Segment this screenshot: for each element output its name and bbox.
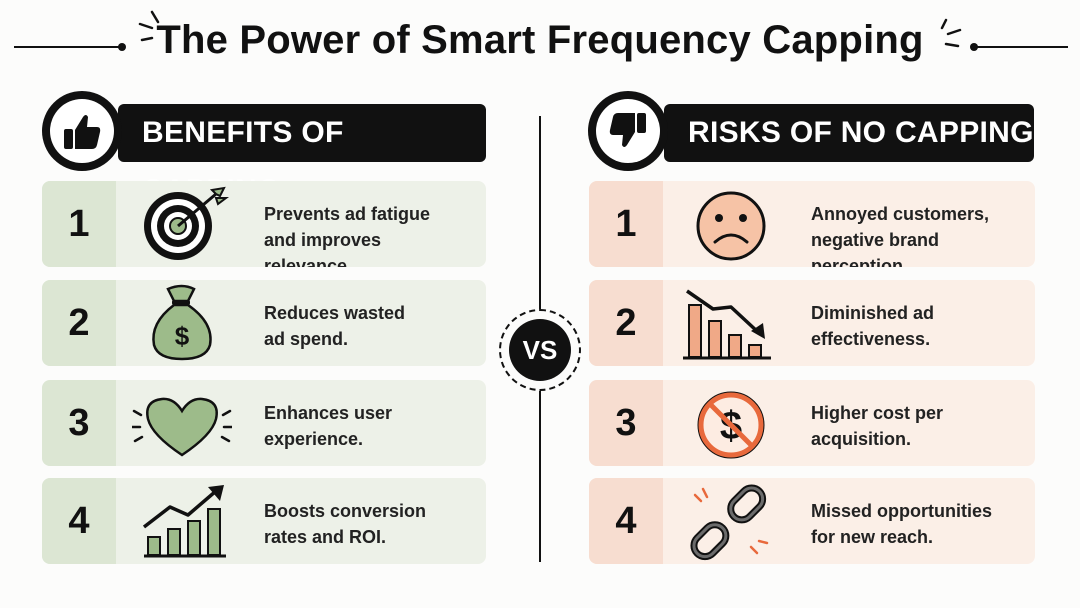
money-bag-icon: $ [152,284,212,361]
benefit-text: Reduces wasted ad spend. [264,303,406,349]
page-title: The Power of Smart Frequency Capping [156,18,924,62]
benefit-number: 2 [42,280,116,366]
thumbs-down-icon [609,113,646,147]
risk-card-4: 4 Missed opportunities for new reach. [589,478,1035,564]
benefit-text: Boosts conversion rates and ROI. [264,501,427,547]
broken-link-icon [690,484,769,561]
benefit-card-2: 2 $ Reduces wasted ad spend. [42,280,486,366]
heart-icon [132,397,232,457]
risk-card-3: 3 $ Higher cost per acquisition. [589,380,1035,466]
benefit-number: 3 [42,380,116,466]
vs-badge: VS [499,309,581,391]
benefits-header: BENEFITS OF CAPPING [118,104,486,207]
risk-number: 3 [589,380,663,466]
risk-text: Missed opportunities for new reach. [811,501,993,547]
title-left-dot [118,43,126,51]
no-dollar-icon: $ [697,391,765,459]
left-sparkle-icon [138,10,160,42]
risk-card-1: 1 Annoyed customers, negative brand perc… [589,181,1035,267]
risk-text: Diminished ad effectiveness. [811,303,935,349]
risk-card-2: 2 Diminished ad effectiveness. [589,280,1035,366]
risks-header-badge [588,91,668,171]
vs-label: VS [509,319,571,381]
title-right-dot [970,43,978,51]
risks-header: RISKS OF NO CAPPING [664,104,1034,162]
benefit-card-3: 3 Enhances user experience. [42,380,486,466]
right-sparkle-icon [940,18,962,48]
risk-number: 2 [589,280,663,366]
benefit-number: 1 [42,181,116,267]
benefit-number: 4 [42,478,116,564]
growth-chart-icon [142,485,226,558]
thumbs-up-icon [64,115,101,149]
risks-header-label: RISKS OF NO CAPPING [688,116,1034,149]
risk-number: 1 [589,181,663,267]
risk-text: Higher cost per acquisition. [811,403,944,449]
risk-number: 4 [589,478,663,564]
benefit-card-4: 4 Boosts conversion rates and ROI. [42,478,486,564]
risk-text: Annoyed customers, negative brand percep… [811,204,990,267]
benefit-text: Enhances user experience. [264,403,393,449]
benefits-header-badge [42,91,122,171]
svg-text:$: $ [175,321,190,351]
title-right-line [976,46,1068,48]
target-icon [144,186,229,260]
sad-face-icon [696,191,766,261]
benefit-text: Prevents ad fatigue and improves relevan… [264,204,431,267]
benefit-card-1: 1 Prevents ad fatigue and improves relev… [42,181,486,267]
title-left-line [14,46,122,48]
declining-chart-icon [683,289,771,360]
